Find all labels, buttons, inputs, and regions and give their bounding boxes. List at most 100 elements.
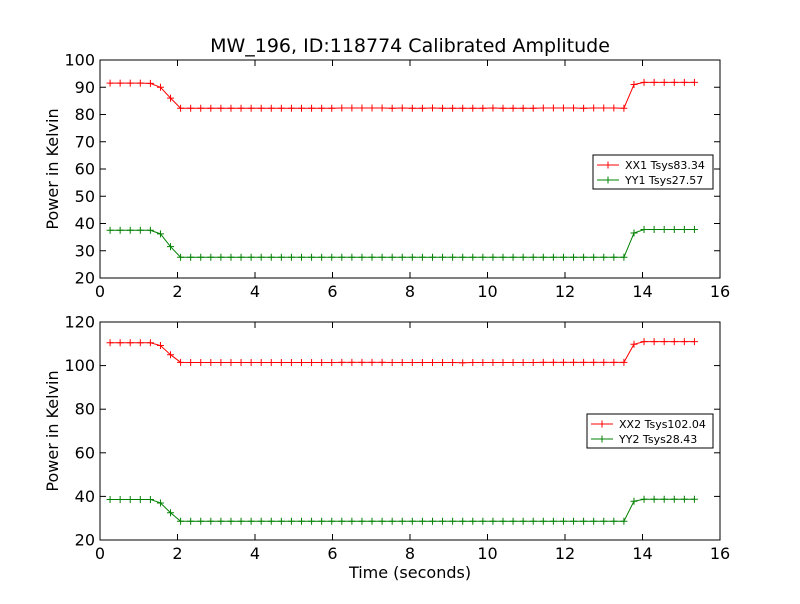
data-point (156, 230, 164, 238)
series-2 (106, 495, 698, 525)
data-point (267, 517, 275, 525)
x-tick-label: 16 (710, 544, 730, 563)
data-point (670, 78, 678, 86)
data-point (358, 104, 366, 112)
data-point (348, 253, 356, 261)
data-point (247, 359, 255, 367)
data-point (247, 517, 255, 525)
data-point (428, 104, 436, 112)
data-point (428, 517, 436, 525)
data-point (469, 517, 477, 525)
data-point (690, 78, 698, 86)
data-point (479, 517, 487, 525)
data-point (509, 517, 517, 525)
data-point (146, 226, 154, 234)
y-tick-label: 40 (75, 487, 95, 506)
data-point (328, 517, 336, 525)
data-point (408, 359, 416, 367)
data-point (217, 253, 225, 261)
data-point (650, 78, 658, 86)
data-point (640, 338, 648, 346)
y-tick-label: 50 (75, 187, 95, 206)
chart-title: MW_196, ID:118774 Calibrated Amplitude (210, 35, 610, 57)
data-point (590, 253, 598, 261)
data-point (580, 358, 588, 366)
data-point (580, 253, 588, 261)
data-point (449, 253, 457, 261)
x-tick-label: 12 (555, 544, 575, 563)
data-point (378, 253, 386, 261)
data-point (439, 517, 447, 525)
data-point (298, 104, 305, 112)
data-point (640, 495, 648, 503)
data-point (559, 253, 567, 261)
data-point (167, 94, 175, 102)
y-tick-label: 60 (75, 160, 95, 179)
data-point (227, 104, 235, 112)
legend-label: YY1 Tsys27.57 (624, 174, 703, 187)
data-point (116, 79, 124, 87)
data-point (338, 517, 346, 525)
data-point (287, 359, 295, 367)
y-tick-label: 120 (64, 313, 95, 332)
data-point (277, 253, 285, 261)
y-tick-label: 90 (75, 78, 95, 97)
data-point (469, 104, 477, 112)
data-point (257, 104, 265, 112)
data-point (217, 359, 225, 367)
data-point (156, 342, 164, 350)
data-point (570, 358, 578, 366)
data-point (408, 517, 416, 525)
data-point (529, 517, 537, 525)
data-point (207, 104, 215, 112)
data-point (499, 253, 507, 261)
data-point (469, 253, 477, 261)
data-point (439, 104, 447, 112)
data-point (318, 104, 326, 112)
data-point (489, 253, 497, 261)
x-tick-label: 14 (632, 282, 652, 301)
data-point (348, 358, 356, 366)
data-point (620, 253, 628, 261)
x-tick-label: 12 (555, 282, 575, 301)
data-point (177, 253, 185, 261)
data-point (398, 253, 406, 261)
data-point (197, 104, 205, 112)
x-tick-label: 10 (477, 282, 497, 301)
data-point (358, 358, 366, 366)
data-point (499, 359, 507, 367)
data-point (600, 517, 608, 525)
x-tick-label: 14 (632, 544, 652, 563)
data-point (620, 104, 628, 112)
data-point (439, 253, 447, 261)
data-point (529, 104, 537, 112)
data-point (459, 517, 467, 525)
data-point (650, 226, 658, 233)
data-point (418, 517, 426, 525)
data-point (156, 499, 164, 507)
data-point (298, 517, 305, 525)
data-point (398, 517, 406, 525)
data-point (690, 495, 698, 503)
data-point (318, 253, 326, 261)
data-point (509, 359, 517, 367)
data-point (549, 104, 557, 112)
data-point (267, 104, 275, 112)
data-point (378, 104, 386, 112)
legend: XX1 Tsys83.34 YY1 Tsys27.57 (592, 154, 714, 190)
data-point (388, 253, 396, 261)
x-tick-label: 6 (327, 282, 337, 301)
data-point (650, 495, 658, 503)
data-point (499, 517, 507, 525)
legend-label: XX2 Tsys102.04 (619, 418, 706, 431)
y-tick-label: 100 (64, 356, 95, 375)
y-tick-label: 100 (64, 51, 95, 70)
data-point (227, 359, 235, 367)
data-point (539, 517, 547, 525)
data-point (287, 517, 295, 525)
data-point (449, 359, 457, 367)
data-point (368, 253, 376, 261)
data-point (559, 517, 567, 525)
data-point (539, 253, 547, 261)
